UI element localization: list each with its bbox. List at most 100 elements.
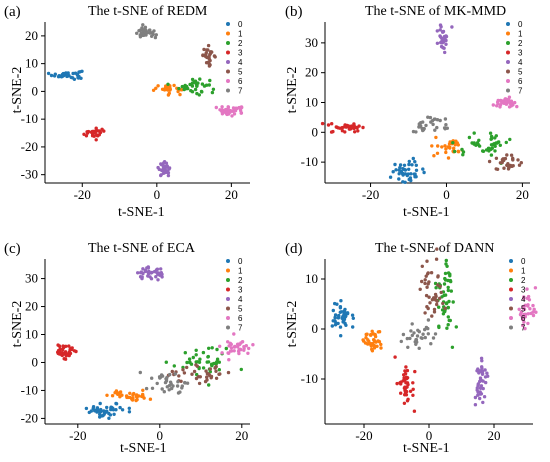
point-class-4 [485,371,489,375]
point-class-0 [97,409,101,413]
point-class-4 [164,161,169,165]
point-class-5 [202,47,206,52]
point-class-7 [183,381,187,385]
point-class-4 [478,379,482,384]
point-class-3 [60,351,65,355]
point-class-0 [412,172,416,176]
point-class-6 [502,101,506,106]
point-class-4 [443,50,447,55]
point-class-4 [141,271,145,276]
legend-label: 2 [238,39,243,48]
point-class-4 [439,44,444,49]
point-class-2 [195,84,199,89]
point-class-6 [529,311,533,316]
point-class-1 [118,395,122,399]
point-class-1 [369,342,373,346]
point-class-7 [167,388,171,392]
point-class-4 [480,366,484,370]
point-class-6 [246,351,250,355]
point-class-0 [391,170,395,174]
point-class-6 [242,348,246,352]
point-class-5 [430,314,434,318]
point-class-2 [446,306,450,310]
point-class-1 [128,391,132,395]
point-class-5 [436,283,440,287]
point-class-4 [156,278,160,282]
point-class-6 [228,349,233,353]
point-class-6 [242,345,246,349]
point-class-4 [143,268,148,273]
y-tick-label: 0 [312,321,319,336]
point-class-2 [217,368,221,372]
point-class-6 [523,315,527,319]
point-class-5 [519,161,523,165]
point-class-1 [373,334,378,339]
point-class-2 [461,153,465,157]
point-class-7 [416,328,420,332]
point-class-7 [142,33,146,37]
point-class-6 [229,346,234,350]
point-class-3 [402,401,407,405]
point-class-7 [410,322,414,326]
point-class-0 [341,314,345,319]
point-class-0 [337,313,341,318]
point-class-3 [399,391,403,395]
point-class-0 [49,73,54,78]
point-class-0 [407,177,411,182]
point-class-2 [224,346,228,351]
point-class-3 [63,357,68,361]
legend-marker [506,60,510,64]
point-class-2 [451,300,455,304]
point-class-2 [201,366,206,370]
point-class-0 [421,167,425,171]
point-class-3 [411,393,415,397]
legend-label: 1 [238,30,243,39]
point-class-7 [148,31,152,35]
point-class-0 [338,305,343,309]
point-class-0 [394,168,398,172]
point-class-7 [178,390,182,394]
point-class-5 [494,167,498,171]
point-class-4 [475,369,479,373]
point-class-2 [446,285,450,290]
point-class-7 [417,123,422,127]
point-class-5 [192,369,197,374]
point-class-2 [451,141,455,145]
point-class-2 [450,345,455,349]
point-class-6 [517,307,521,311]
point-class-4 [481,386,485,391]
point-class-7 [406,345,410,349]
point-class-5 [443,306,447,310]
point-class-0 [60,74,65,79]
point-class-0 [336,321,340,326]
point-class-6 [227,344,231,348]
point-class-7 [135,31,139,35]
point-class-1 [167,91,171,96]
point-class-2 [446,288,450,293]
point-class-3 [89,130,94,134]
point-class-5 [203,379,208,384]
point-class-4 [484,380,488,385]
point-class-7 [414,342,418,346]
point-class-0 [413,160,417,164]
point-class-0 [73,71,78,75]
point-class-6 [521,323,525,328]
point-class-0 [89,409,94,413]
point-class-5 [205,375,209,379]
point-class-7 [170,386,174,391]
point-class-1 [372,346,377,350]
point-class-7 [435,125,439,130]
point-class-0 [65,74,69,79]
point-class-0 [411,156,415,161]
point-class-6 [520,317,525,321]
point-class-4 [439,25,443,29]
legend-marker [509,259,513,263]
legend-label: 1 [518,30,523,39]
point-class-2 [449,289,453,293]
point-class-1 [434,135,438,140]
point-class-7 [426,115,430,119]
point-class-0 [78,70,82,74]
point-class-0 [91,405,96,409]
point-class-1 [456,149,460,153]
point-class-0 [56,75,61,79]
